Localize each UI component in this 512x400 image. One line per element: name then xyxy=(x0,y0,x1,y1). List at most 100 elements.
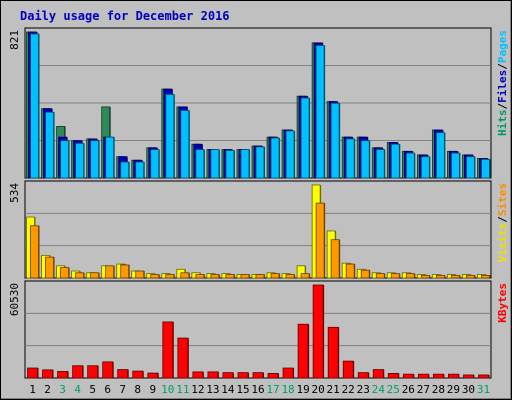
bar xyxy=(270,273,280,279)
bar xyxy=(360,269,370,279)
bar xyxy=(300,273,310,279)
bar xyxy=(45,111,54,179)
bar xyxy=(312,284,324,379)
bar xyxy=(285,274,295,279)
bar xyxy=(402,373,414,379)
bar xyxy=(372,369,384,379)
bar xyxy=(207,371,219,379)
bar xyxy=(360,140,370,179)
bar xyxy=(27,367,38,379)
x-tick-label: 12 xyxy=(191,383,204,396)
bar xyxy=(180,272,190,279)
y-max-label: 534 xyxy=(8,183,21,203)
bar xyxy=(297,323,309,379)
bar xyxy=(345,138,355,179)
x-tick-label: 10 xyxy=(161,383,174,396)
x-tick-label: 2 xyxy=(44,383,51,396)
x-tick-label: 7 xyxy=(119,383,126,396)
x-tick-label: 21 xyxy=(327,383,340,396)
x-tick-label: 25 xyxy=(387,383,400,396)
bar xyxy=(466,274,475,279)
bar xyxy=(132,370,144,379)
bar xyxy=(330,239,340,279)
x-tick-label: 29 xyxy=(447,383,460,396)
series-legend: KBytes xyxy=(496,283,509,323)
x-tick-label: 31 xyxy=(477,383,490,396)
bar xyxy=(135,161,145,179)
bar xyxy=(177,337,189,379)
x-tick-label: 24 xyxy=(372,383,386,396)
bar xyxy=(90,272,100,279)
bar xyxy=(463,374,474,379)
bar xyxy=(345,263,355,279)
bar xyxy=(481,274,490,279)
legend-label: Hits xyxy=(496,110,509,137)
x-tick-label: 15 xyxy=(236,383,249,396)
bar xyxy=(165,94,175,179)
bar xyxy=(432,373,444,379)
bar xyxy=(150,149,160,179)
y-max-label: 60530 xyxy=(8,283,21,316)
bar xyxy=(451,152,460,179)
bar xyxy=(225,150,235,179)
bar xyxy=(315,45,325,179)
x-tick-label: 20 xyxy=(312,383,325,396)
legend-label: / xyxy=(496,103,509,110)
legend-label: / xyxy=(496,63,509,70)
x-axis-labels: 1 2 3 4 5 6 7 8 9 10 11 12 13 14 15 16 17 18 19 20 21 22 23 24 2… xyxy=(29,383,490,396)
bar xyxy=(282,367,294,379)
bar xyxy=(330,102,340,179)
bar xyxy=(180,110,190,179)
bar xyxy=(435,132,445,179)
x-tick-label: 27 xyxy=(417,383,430,396)
bar xyxy=(150,274,160,279)
legend-label: Files xyxy=(496,70,509,103)
legend-label: Sites xyxy=(496,183,509,216)
bar xyxy=(57,370,68,379)
legend-label: Pages xyxy=(496,30,509,63)
x-tick-label: 9 xyxy=(149,383,156,396)
bar xyxy=(30,33,39,179)
bar xyxy=(225,274,235,279)
bar xyxy=(375,273,385,279)
series-legend: Visits/Sites xyxy=(496,183,509,263)
x-tick-label: 23 xyxy=(357,383,370,396)
x-tick-label: 4 xyxy=(74,383,81,396)
bar xyxy=(417,373,429,379)
x-tick-label: 8 xyxy=(134,383,141,396)
panel-3: 60530 KBytes xyxy=(8,280,509,379)
x-tick-label: 28 xyxy=(432,383,445,396)
bar xyxy=(252,372,264,379)
bar xyxy=(448,373,459,379)
bar xyxy=(102,361,114,379)
bar xyxy=(270,137,280,179)
bar xyxy=(105,136,115,179)
x-tick-label: 22 xyxy=(342,383,355,396)
x-tick-label: 1 xyxy=(29,383,36,396)
bar xyxy=(255,274,265,279)
x-tick-label: 3 xyxy=(59,383,66,396)
legend-label: KBytes xyxy=(496,283,509,323)
bar xyxy=(240,149,250,179)
bar xyxy=(45,256,54,279)
bar xyxy=(120,264,130,279)
bar xyxy=(72,365,84,379)
bar xyxy=(375,149,385,179)
x-tick-label: 26 xyxy=(402,383,415,396)
bar xyxy=(357,372,369,379)
chart-title: Daily usage for December 2016 xyxy=(20,9,230,23)
bar xyxy=(87,365,99,379)
bar xyxy=(481,158,490,179)
bar xyxy=(165,274,175,279)
bar xyxy=(285,130,295,179)
bar xyxy=(222,372,234,379)
bar xyxy=(30,225,39,279)
bar xyxy=(327,326,339,379)
x-tick-label: 13 xyxy=(206,383,219,396)
bar xyxy=(75,142,85,179)
x-tick-label: 18 xyxy=(281,383,294,396)
bar xyxy=(195,149,205,179)
bar xyxy=(237,372,249,379)
